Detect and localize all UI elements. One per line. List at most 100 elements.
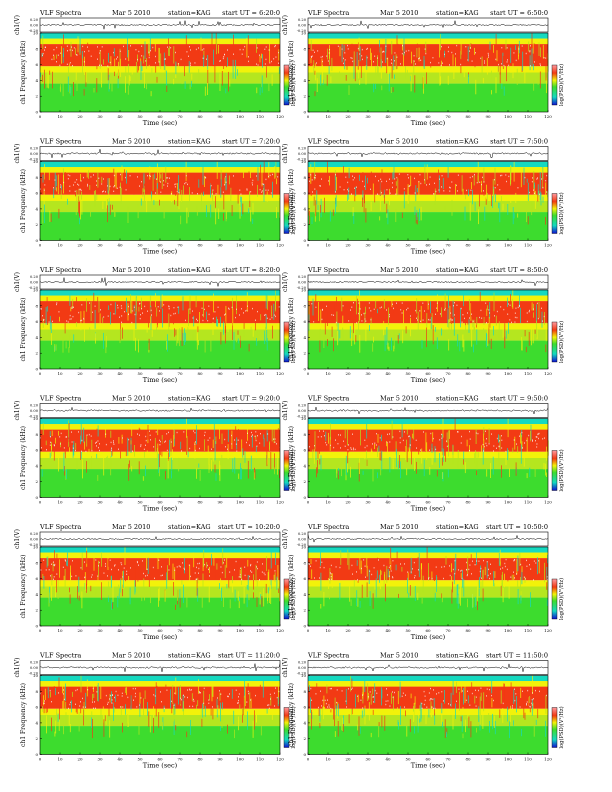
spectral-streak	[416, 461, 417, 474]
spectral-peak	[170, 314, 172, 317]
spectral-streak	[521, 728, 522, 737]
spectral-streak	[261, 53, 262, 59]
spectral-streak	[88, 170, 89, 179]
spectral-streak	[142, 476, 144, 481]
spectral-streak	[344, 60, 346, 70]
spectral-peak	[354, 177, 355, 179]
spectral-streak	[356, 560, 358, 566]
spectral-streak	[375, 84, 376, 89]
waveform-frame	[307, 660, 549, 675]
spectral-streak	[220, 173, 222, 187]
spectral-streak	[467, 59, 469, 65]
spectral-streak	[545, 63, 547, 81]
spectral-streak	[385, 691, 387, 699]
spectral-streak	[481, 431, 483, 437]
spectral-streak	[455, 553, 457, 571]
spectral-streak	[148, 578, 150, 587]
spectral-peak	[381, 180, 383, 183]
spectral-peak	[192, 317, 194, 319]
spectral-streak	[99, 75, 101, 85]
spectral-peak	[343, 57, 344, 60]
spectral-peak	[418, 58, 419, 60]
spectral-peak	[126, 570, 128, 573]
spectral-streak	[493, 44, 494, 53]
spectral-streak	[211, 33, 213, 50]
spectral-peak	[376, 433, 377, 435]
spectral-peak	[259, 579, 260, 581]
spectral-streak	[331, 57, 333, 71]
spectral-streak	[323, 591, 325, 607]
spectral-peak	[44, 46, 46, 49]
spectral-peak	[469, 564, 471, 566]
spectral-peak	[392, 182, 393, 184]
spectral-streak	[431, 705, 432, 718]
panel-station: station=KAG	[436, 9, 479, 17]
spectral-peak	[519, 305, 520, 307]
spectral-streak	[127, 85, 129, 95]
spectral-streak	[276, 178, 277, 185]
spectral-peak	[389, 315, 390, 318]
spectral-streak	[68, 420, 69, 438]
spectral-peak	[333, 314, 334, 316]
spectral-peak	[107, 315, 109, 317]
y-tick-label: 2	[35, 479, 38, 484]
spectral-streak	[546, 599, 548, 606]
spectral-streak	[410, 693, 412, 699]
spectral-streak	[122, 327, 123, 339]
spectral-streak	[66, 469, 67, 479]
x-tick-label: 40	[385, 371, 391, 376]
spectral-peak	[225, 446, 226, 448]
spectral-streak	[270, 696, 272, 706]
spectral-peak	[424, 310, 425, 312]
spectral-peak	[194, 432, 196, 434]
spectral-streak	[76, 190, 78, 203]
spectral-streak	[460, 586, 461, 606]
spectral-peak	[525, 52, 527, 55]
spectral-streak	[310, 58, 312, 64]
x-tick-label: 40	[385, 243, 391, 248]
spectral-streak	[173, 46, 175, 64]
spectral-streak	[218, 208, 220, 219]
spectral-streak	[464, 462, 466, 474]
spectral-streak	[511, 298, 513, 308]
spectral-peak	[50, 441, 51, 444]
spectral-streak	[408, 592, 410, 598]
x-tick-label: 100	[504, 243, 512, 248]
spectral-peak	[225, 313, 226, 315]
spectral-streak	[500, 585, 502, 597]
spectral-peak	[392, 696, 394, 699]
spectral-streak	[102, 706, 104, 723]
spectral-streak	[109, 77, 110, 90]
spectral-streak	[363, 708, 365, 717]
spectral-streak	[392, 87, 394, 92]
spectral-streak	[353, 212, 355, 224]
spectral-streak	[112, 582, 114, 602]
spectral-streak	[220, 301, 222, 313]
spectral-streak	[120, 442, 121, 459]
spectral-peak	[167, 46, 168, 48]
spectral-peak	[341, 690, 343, 692]
y-tick-label: 0	[303, 495, 306, 500]
y-tick-label: 2	[303, 94, 306, 99]
y-tick-label: 6	[303, 448, 306, 453]
spectral-peak	[269, 318, 271, 320]
spectral-streak	[463, 578, 465, 597]
spectrogram-ylabel: ch1 Frequency (kHz)	[288, 554, 295, 618]
spectral-streak	[216, 709, 218, 718]
spectral-streak	[223, 592, 224, 607]
spectral-peak	[69, 703, 71, 706]
spectral-streak	[474, 61, 476, 68]
spectral-peak	[134, 695, 136, 698]
spectral-streak	[529, 55, 531, 71]
spectral-streak	[178, 175, 179, 194]
spectral-streak	[512, 174, 513, 190]
spectral-streak	[310, 39, 312, 51]
spectral-peak	[424, 48, 426, 50]
spectral-streak	[143, 183, 145, 190]
spectral-peak	[247, 305, 248, 307]
spectral-peak	[113, 186, 115, 188]
spectral-streak	[354, 188, 356, 202]
spectral-streak	[93, 292, 95, 307]
spectral-peak	[150, 439, 151, 441]
spectral-streak	[314, 161, 316, 181]
